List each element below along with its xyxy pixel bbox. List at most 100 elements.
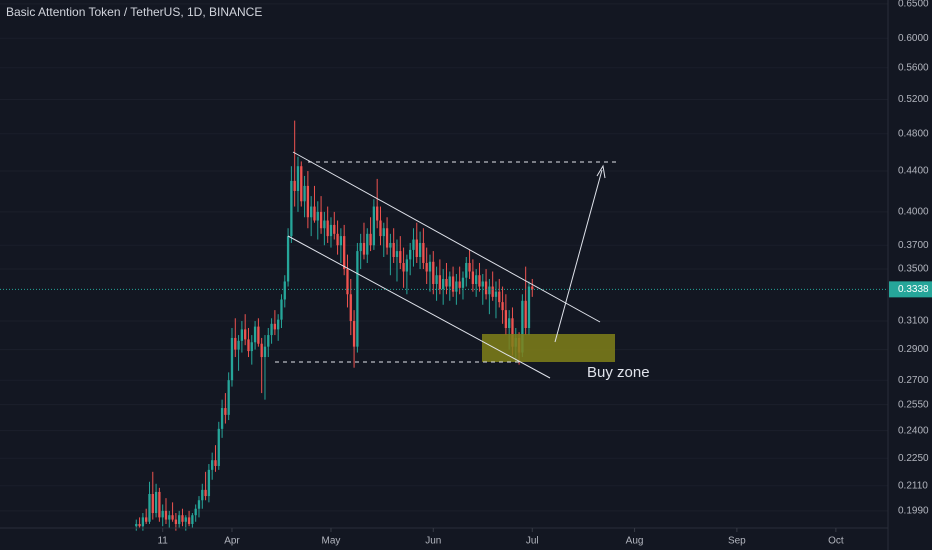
candle-body (399, 251, 402, 263)
candle-body (468, 262, 471, 272)
candle-body (329, 224, 333, 237)
candle-body (178, 515, 181, 524)
candle-body (372, 206, 376, 246)
candle-body (253, 326, 257, 343)
channel-lower (287, 235, 551, 379)
candle-body (171, 515, 174, 520)
x-tick-label: Sep (728, 536, 746, 547)
candle-body (448, 276, 451, 287)
candle-body (521, 300, 524, 353)
x-tick-label: Jun (425, 536, 441, 547)
candle-body (494, 291, 498, 297)
candle-body (234, 337, 237, 350)
candle-body (356, 251, 359, 347)
y-tick-label: 0.2700 (898, 375, 929, 386)
candle-body (310, 206, 313, 218)
candle-body (326, 220, 329, 237)
candle-body (145, 517, 148, 522)
candle-body (227, 380, 230, 415)
candle-body (303, 185, 306, 202)
candle-body (237, 340, 240, 350)
candle-body (336, 233, 339, 246)
candle-body (181, 515, 184, 522)
candle-body (148, 493, 151, 522)
candle-body (425, 262, 428, 272)
y-tick-label: 0.5600 (898, 62, 929, 73)
candle-body (346, 269, 349, 295)
candle-body (138, 523, 141, 527)
candle-body (211, 460, 214, 470)
candle-body (402, 262, 405, 272)
candle-body (319, 211, 323, 229)
chart-title: Basic Attention Token / TetherUS, 1D, BI… (6, 5, 262, 19)
y-tick-label: 0.4400 (898, 166, 929, 177)
candle-body (362, 242, 366, 255)
candle-body (201, 489, 204, 501)
candle-body (524, 300, 527, 328)
candle-body (277, 319, 280, 330)
y-tick-label: 0.5200 (898, 94, 929, 105)
candle-body (296, 166, 300, 191)
candle-body (392, 242, 395, 257)
candle-body (293, 180, 296, 191)
candle-body (240, 329, 244, 341)
x-tick-label: Jul (526, 536, 539, 547)
channel-upper (292, 151, 601, 323)
x-tick-label: Oct (828, 536, 844, 547)
candles (135, 120, 534, 531)
candle-body (501, 302, 504, 311)
candle-body (422, 242, 425, 263)
candle-body (267, 335, 270, 347)
candle-body (395, 251, 399, 257)
candle-body (270, 323, 273, 336)
candle-body (207, 469, 211, 497)
arrow-line (554, 169, 603, 343)
x-tick-label: May (322, 536, 341, 547)
y-tick-label: 0.4800 (898, 128, 929, 139)
candle-body (508, 318, 511, 328)
candle-body (164, 510, 168, 520)
candle-body (455, 281, 458, 292)
candle-body (280, 299, 283, 320)
candle-body (478, 275, 481, 287)
candle-body (333, 224, 336, 234)
buy-zone-box (482, 334, 615, 362)
x-tick-label: Aug (626, 536, 644, 547)
candle-body (260, 343, 263, 358)
candle-body (187, 517, 191, 524)
candle-body (154, 491, 158, 514)
candle-body (306, 185, 310, 218)
candle-body (458, 281, 461, 288)
candle-body (504, 310, 508, 328)
candle-body (471, 271, 475, 284)
candle-body (352, 321, 356, 347)
candle-body (432, 261, 435, 284)
candle-body (488, 286, 491, 295)
y-tick-label: 0.6500 (898, 0, 929, 10)
candle-body (263, 346, 267, 358)
candle-body (135, 523, 138, 527)
candle-body (359, 242, 362, 252)
candle-body (451, 276, 455, 292)
candle-body (465, 262, 468, 278)
y-tick-label: 0.6000 (898, 33, 929, 44)
candle-body (405, 259, 409, 272)
x-tick-label: Apr (224, 536, 240, 547)
candle-body (197, 500, 201, 509)
candle-body (475, 275, 478, 284)
candle-body (442, 278, 445, 290)
candle-body (286, 236, 290, 282)
y-tick-label: 0.3500 (898, 264, 929, 275)
candle-body (428, 261, 432, 272)
last-price-box (889, 281, 932, 298)
candle-body (220, 408, 224, 429)
candle-body (379, 220, 382, 237)
candle-body (484, 281, 488, 295)
candle-body (174, 519, 178, 524)
candle-body (250, 342, 253, 352)
candle-body (290, 180, 293, 237)
candle-body (369, 233, 372, 246)
candle-body (316, 211, 319, 221)
y-tick-label: 0.3100 (898, 316, 929, 327)
